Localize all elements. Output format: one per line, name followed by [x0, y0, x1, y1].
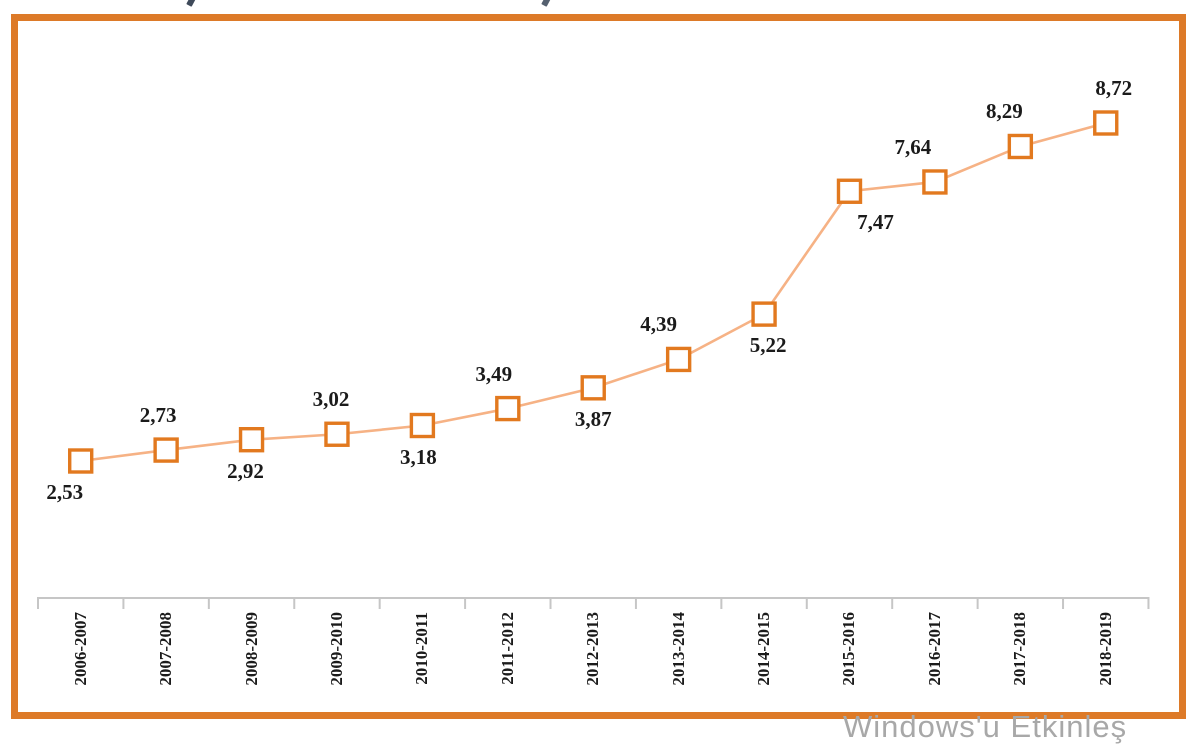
- data-point-label: 7,64: [894, 134, 932, 159]
- data-point-label: 3,02: [312, 387, 350, 412]
- data-point-label: 5,22: [749, 333, 787, 358]
- data-point-marker: [324, 421, 350, 447]
- data-point-label: 4,39: [640, 312, 678, 337]
- data-point-marker: [238, 427, 265, 453]
- x-axis-label: 2006-2007: [70, 612, 90, 686]
- data-point-marker: [1007, 133, 1034, 160]
- data-point-label: 2,92: [227, 458, 264, 483]
- data-point-label: 3,49: [475, 361, 513, 386]
- data-point-label: 2,53: [46, 480, 84, 504]
- data-point-label: 7,47: [857, 210, 894, 235]
- data-point-label: 2,73: [139, 403, 177, 428]
- x-axis-label: 2012-2013: [583, 612, 603, 686]
- data-point-marker: [153, 437, 179, 463]
- x-axis-label: 2013-2014: [668, 612, 688, 686]
- x-axis-label: 2009-2010: [326, 612, 346, 686]
- data-point-label: 3,18: [400, 444, 437, 469]
- data-point-label: 8,72: [1095, 76, 1133, 100]
- data-point-marker: [409, 412, 436, 439]
- x-axis-label: 2014-2015: [754, 612, 774, 686]
- data-point-label: 8,29: [985, 99, 1023, 124]
- data-point-marker: [580, 375, 606, 401]
- data-point-marker: [751, 301, 777, 327]
- chart-border-frame: [11, 14, 1186, 719]
- data-point-marker: [1093, 110, 1119, 136]
- data-point-marker: [495, 395, 521, 422]
- x-axis-label: 2017-2018: [1010, 612, 1030, 686]
- x-axis-label: 2018-2019: [1095, 612, 1115, 686]
- x-axis-label: 2010-2011: [412, 612, 432, 685]
- x-axis-label: 2015-2016: [839, 612, 859, 686]
- data-point-marker: [836, 178, 863, 204]
- data-point-marker: [665, 346, 692, 373]
- x-axis-label: 2011-2012: [497, 612, 517, 685]
- data-point-label: 3,87: [574, 406, 612, 431]
- windows-activation-watermark: Windows'u Etkinleş: [843, 709, 1128, 744]
- data-point-marker: [922, 169, 948, 195]
- x-axis-label: 2007-2008: [156, 612, 176, 686]
- x-axis-label: 2008-2009: [241, 612, 261, 686]
- data-point-marker: [68, 448, 94, 474]
- x-axis-label: 2016-2017: [924, 612, 944, 686]
